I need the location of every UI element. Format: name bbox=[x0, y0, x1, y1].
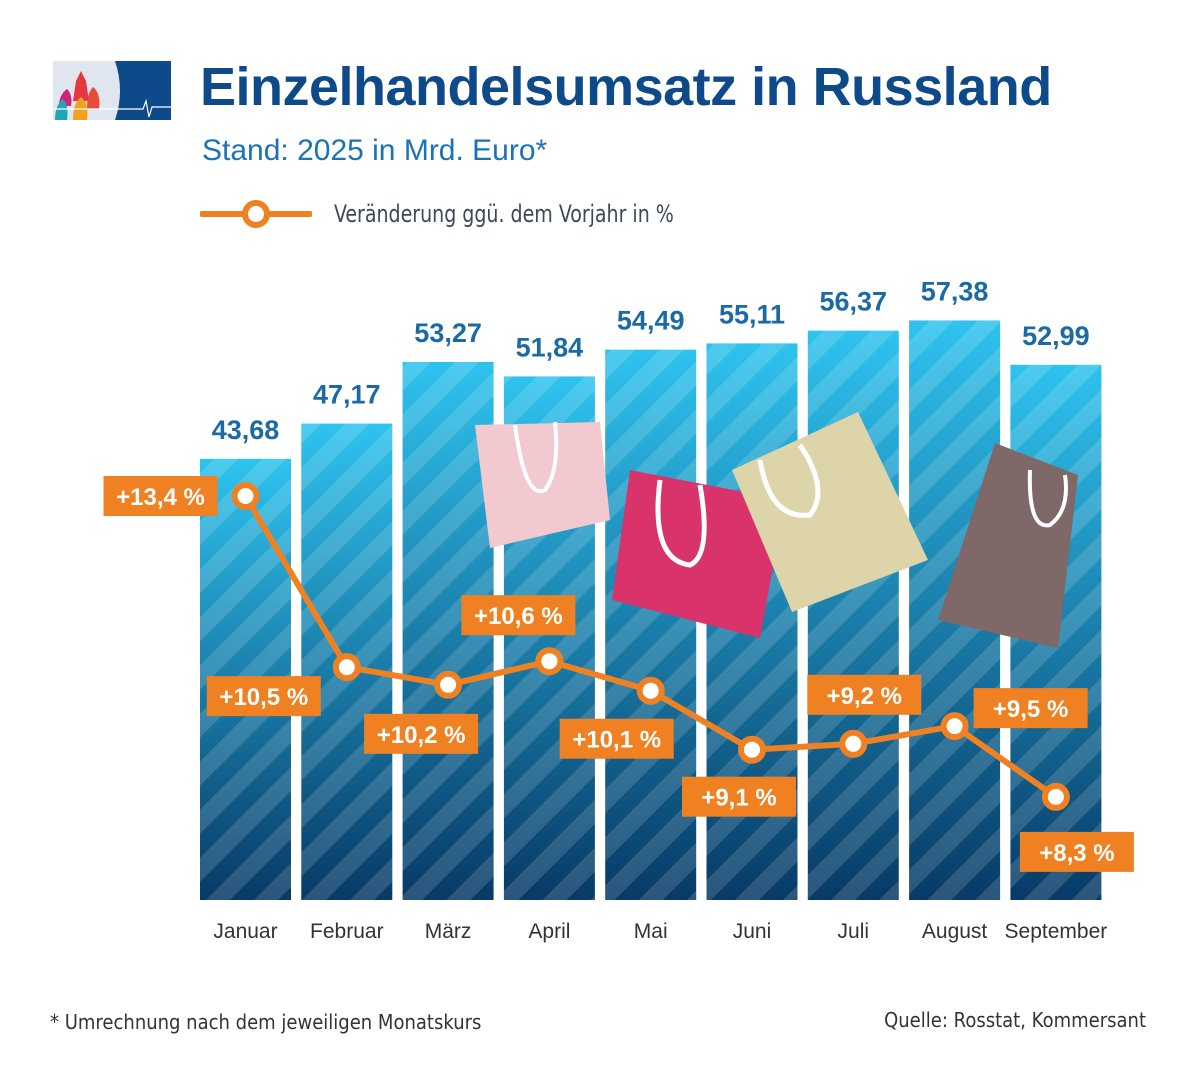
legend-line-marker-icon bbox=[200, 200, 312, 228]
shopping-bag-mauve bbox=[938, 443, 1078, 648]
shopping-bag-beige bbox=[732, 412, 928, 612]
bar-value-label: 57,38 bbox=[921, 276, 989, 306]
change-point bbox=[231, 482, 260, 510]
category-label: September bbox=[1005, 920, 1108, 943]
legend-label: Veränderung ggü. dem Vorjahr in % bbox=[334, 200, 674, 228]
category-label: August bbox=[922, 920, 988, 943]
change-point bbox=[940, 712, 969, 741]
change-label-box bbox=[461, 595, 576, 636]
logo bbox=[53, 61, 171, 120]
category-label: Mai bbox=[634, 920, 668, 943]
change-label-box bbox=[682, 776, 796, 817]
change-point bbox=[636, 676, 665, 705]
bar-value-label: 53,27 bbox=[414, 318, 482, 348]
bar-value-label: 51,84 bbox=[516, 332, 584, 362]
category-label: April bbox=[528, 920, 570, 943]
chart-title: Einzelhandelsumsatz in Russland bbox=[200, 57, 1052, 117]
change-label-box bbox=[103, 476, 218, 516]
change-point bbox=[434, 670, 463, 699]
change-label-box bbox=[807, 674, 922, 715]
bar-value-label: 55,11 bbox=[719, 299, 785, 329]
bar-value-label: 56,37 bbox=[820, 287, 888, 317]
change-point bbox=[1041, 782, 1070, 811]
change-label-box bbox=[364, 713, 479, 754]
category-label: Februar bbox=[310, 920, 384, 943]
change-point bbox=[738, 735, 766, 764]
change-label-box bbox=[973, 688, 1088, 729]
bar-value-label: 54,49 bbox=[617, 306, 685, 336]
change-label: +8,3 % bbox=[1039, 840, 1114, 867]
change-label: +13,4 % bbox=[116, 484, 205, 511]
change-label: +10,1 % bbox=[572, 727, 661, 754]
change-label: +9,1 % bbox=[701, 785, 776, 812]
change-label-box bbox=[206, 676, 321, 717]
bar-value-label: 52,99 bbox=[1022, 321, 1090, 351]
change-point bbox=[332, 653, 361, 682]
change-label: +10,5 % bbox=[219, 684, 308, 711]
bar-value-label: 43,68 bbox=[212, 415, 280, 445]
change-label: +10,6 % bbox=[474, 603, 563, 630]
category-label: Januar bbox=[213, 920, 277, 943]
footnote: * Umrechnung nach dem jeweiligen Monatsk… bbox=[50, 1010, 482, 1034]
category-label: Juli bbox=[838, 920, 870, 943]
change-label: +10,2 % bbox=[377, 722, 466, 749]
bar-stripes bbox=[605, 349, 697, 900]
category-label: Juni bbox=[733, 920, 772, 943]
change-point bbox=[839, 729, 868, 758]
category-label: März bbox=[425, 920, 472, 943]
shopping-bag-pink-light bbox=[475, 421, 610, 548]
shopping-bag-magenta bbox=[612, 470, 785, 638]
change-label-box bbox=[1019, 831, 1134, 872]
change-label: +9,2 % bbox=[827, 683, 902, 710]
change-label-box bbox=[559, 718, 674, 759]
change-label: +9,5 % bbox=[993, 696, 1068, 723]
source: Quelle: Rosstat, Kommersant bbox=[884, 1008, 1146, 1032]
shopping-bags-illustration bbox=[475, 412, 1078, 648]
chart-subtitle: Stand: 2025 in Mrd. Euro* bbox=[202, 134, 548, 167]
legend: Veränderung ggü. dem Vorjahr in % bbox=[200, 196, 720, 232]
bar-value-label: 47,17 bbox=[313, 380, 381, 410]
change-point bbox=[535, 647, 564, 676]
